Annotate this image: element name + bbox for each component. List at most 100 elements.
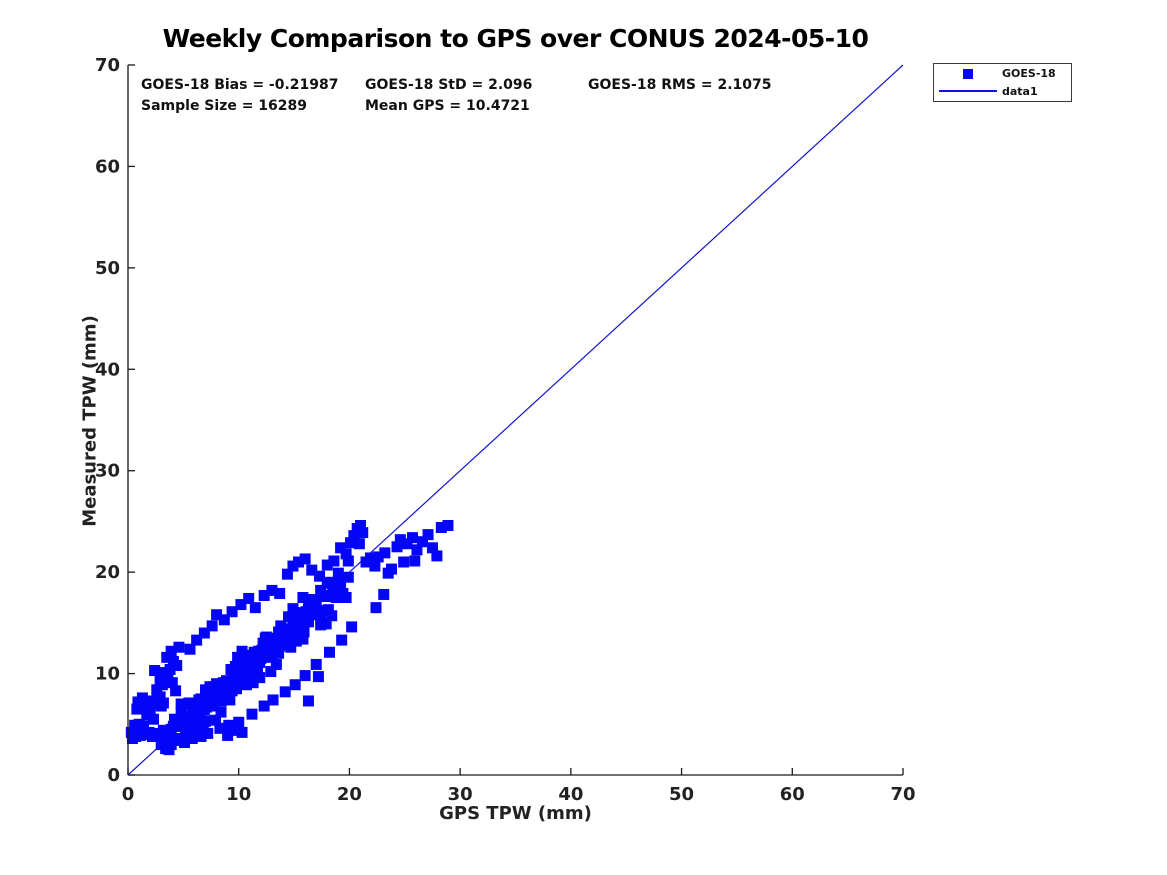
goes18-point (235, 599, 247, 611)
goes18-point (281, 638, 293, 650)
goes18-point (278, 623, 290, 635)
goes18-point (163, 735, 175, 747)
goes18-point (353, 538, 365, 550)
scatter-markers (125, 519, 454, 756)
y-tick-label: 0 (107, 765, 120, 786)
goes18-point (310, 658, 322, 670)
goes18-point (274, 640, 286, 652)
goes18-point (207, 700, 219, 712)
goes18-point (157, 697, 169, 709)
axis-ticks (127, 64, 904, 776)
goes18-point (299, 553, 311, 565)
goes18-point (256, 647, 268, 659)
goes18-point (336, 634, 348, 646)
goes18-point (327, 590, 339, 602)
goes18-point (391, 541, 403, 553)
goes18-point (165, 645, 177, 657)
goes18-point (164, 664, 176, 676)
goes18-point (324, 646, 335, 658)
goes18-point (333, 573, 345, 585)
x-axis-label: GPS TPW (mm) (439, 803, 592, 824)
goes18-point (296, 607, 308, 619)
goes18-point (289, 679, 301, 691)
goes18-point (342, 555, 354, 567)
goes18-point (200, 715, 211, 727)
goes18-point (411, 544, 423, 556)
legend-entry-goes18: GOES-18 (934, 66, 1071, 82)
goes18-point (317, 590, 329, 602)
goes18-point (297, 633, 309, 645)
goes18-point (431, 550, 443, 562)
goes18-point (355, 519, 366, 531)
goes18-point (287, 610, 299, 622)
goes18-point (246, 708, 258, 720)
goes18-point (246, 650, 258, 662)
goes18-point (364, 552, 376, 564)
goes18-point (215, 694, 227, 706)
goes18-point (191, 634, 203, 646)
goes18-point (382, 567, 394, 579)
goes18-point (206, 620, 218, 632)
goes18-point (129, 719, 141, 731)
goes18-point (357, 527, 369, 539)
goes18-point (176, 720, 188, 732)
goes18-point (243, 593, 255, 605)
y-tick-label: 10 (95, 664, 120, 685)
goes18-point (273, 626, 285, 638)
goes18-point (234, 661, 246, 673)
goes18-point (151, 684, 163, 696)
goes18-point (211, 609, 223, 621)
goes18-point (205, 692, 217, 704)
goes18-point (222, 729, 234, 741)
goes18-point (312, 671, 324, 683)
goes18-point (348, 530, 360, 542)
goes18-point (185, 698, 197, 710)
goes18-point (231, 683, 242, 695)
goes18-point (273, 647, 285, 659)
legend-line-marker-icon (934, 90, 1002, 93)
goes18-point (267, 694, 279, 706)
goes18-point (171, 732, 183, 744)
goes18-point (321, 577, 333, 589)
goes18-point (180, 727, 192, 739)
goes18-point (426, 542, 438, 554)
goes18-point (138, 720, 149, 732)
stat-bias: GOES-18 Bias = -0.21987 (141, 77, 339, 93)
legend-label-data1: data1 (1002, 84, 1038, 98)
goes18-point (305, 603, 317, 615)
goes18-point (141, 709, 153, 721)
goes18-point (214, 722, 226, 734)
goes18-point (202, 727, 214, 739)
goes18-point (250, 671, 262, 683)
legend-label-goes18: GOES-18 (1002, 67, 1056, 81)
goes18-point (302, 616, 314, 628)
goes18-point (186, 732, 198, 744)
axis-tick-labels: 0 10 20 30 40 50 60 70 0 10 20 30 40 50 60 70 (95, 55, 916, 805)
x-tick-label: 40 (558, 784, 583, 805)
goes18-point (417, 536, 428, 548)
goes18-point (171, 659, 183, 671)
goes18-point (265, 666, 277, 678)
goes18-point (249, 602, 261, 614)
goes18-point (335, 542, 347, 554)
goes18-point (132, 696, 144, 708)
goes18-point (193, 724, 205, 736)
goes18-point (315, 619, 327, 631)
goes18-point (394, 534, 406, 546)
goes18-point (165, 723, 177, 735)
goes18-point (435, 522, 447, 534)
goes18-point (279, 686, 291, 698)
goes18-point (195, 730, 207, 742)
goes18-point (154, 691, 166, 703)
stat-rms: GOES-18 RMS = 2.1075 (588, 77, 772, 93)
x-tick-label: 20 (337, 784, 362, 805)
goes18-point (236, 645, 248, 657)
x-tick-label: 50 (669, 784, 694, 805)
goes18-point (372, 551, 384, 563)
goes18-point (407, 532, 419, 544)
goes18-point (266, 584, 278, 596)
goes18-point (228, 724, 240, 736)
x-tick-label: 60 (780, 784, 805, 805)
goes18-point (306, 564, 318, 576)
